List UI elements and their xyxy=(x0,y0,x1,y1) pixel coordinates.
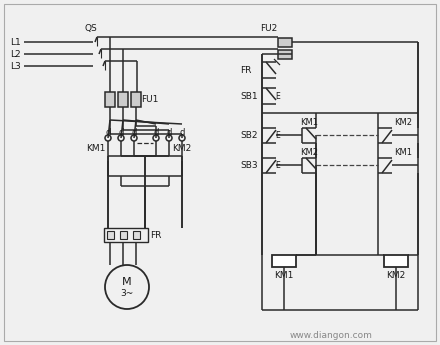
Text: FU1: FU1 xyxy=(141,95,158,103)
Text: KM1: KM1 xyxy=(394,148,412,157)
Text: KM1: KM1 xyxy=(300,118,318,127)
Text: www.diangon.com: www.diangon.com xyxy=(290,331,373,339)
Bar xyxy=(278,50,292,59)
Text: E: E xyxy=(275,130,280,139)
Text: SB1: SB1 xyxy=(240,91,258,100)
Bar xyxy=(118,92,128,107)
Text: KM1: KM1 xyxy=(274,270,293,279)
Text: KM2: KM2 xyxy=(386,270,406,279)
Bar xyxy=(384,255,408,267)
Bar xyxy=(105,92,115,107)
Bar xyxy=(278,38,292,47)
Text: d: d xyxy=(166,128,171,137)
Text: FR: FR xyxy=(240,66,251,75)
Bar xyxy=(133,231,140,239)
Text: d: d xyxy=(179,128,184,137)
Text: KM2: KM2 xyxy=(394,118,412,127)
Text: L3: L3 xyxy=(10,61,21,70)
Text: QS: QS xyxy=(84,23,97,32)
Bar xyxy=(104,228,148,242)
Text: E: E xyxy=(275,91,280,100)
Text: 3~: 3~ xyxy=(121,289,134,298)
Text: L1: L1 xyxy=(10,38,21,47)
Text: M: M xyxy=(122,277,132,287)
Bar xyxy=(107,231,114,239)
Text: KM2: KM2 xyxy=(300,148,318,157)
Text: d: d xyxy=(105,128,110,137)
Bar xyxy=(272,255,296,267)
Text: L2: L2 xyxy=(10,49,21,59)
Bar xyxy=(131,92,141,107)
Text: E: E xyxy=(275,160,280,169)
Text: KM2: KM2 xyxy=(172,144,191,152)
Text: FR: FR xyxy=(150,230,161,239)
Bar xyxy=(120,231,127,239)
Text: d: d xyxy=(118,128,123,137)
Text: SB3: SB3 xyxy=(240,160,258,169)
Text: d: d xyxy=(131,128,136,137)
Text: KM1: KM1 xyxy=(86,144,105,152)
Text: FU2: FU2 xyxy=(260,23,277,32)
Text: SB2: SB2 xyxy=(240,130,257,139)
Text: d: d xyxy=(153,128,158,137)
